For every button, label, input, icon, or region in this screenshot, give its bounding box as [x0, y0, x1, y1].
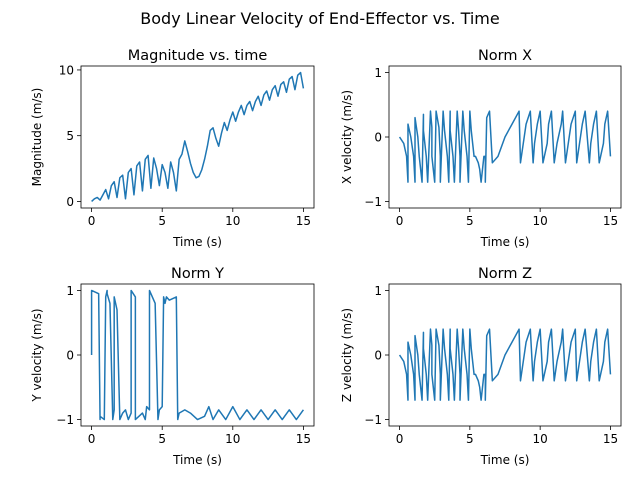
- y-axis-label: Z velocity (m/s): [340, 308, 354, 402]
- y-tick-label: 10: [59, 63, 74, 77]
- subplot-4: 0 5 10 15 −1 0 1 Norm Z Time (s) Z velocity (m/s): [340, 266, 622, 467]
- y-tick-label: 5: [66, 129, 74, 143]
- subplot-2: 0 5 10 15 −1 0 1 Norm X Time (s) X velocity (m/s): [340, 48, 622, 249]
- subplot-3: 0 5 10 15 −1 0 1 Norm Y Time (s) Y velocity (m/s): [30, 266, 315, 467]
- x-tick-label: 15: [603, 432, 618, 446]
- y-tick-label: 1: [374, 284, 382, 298]
- x-tick-label: 15: [296, 214, 311, 228]
- y-tick-label: −1: [364, 413, 382, 427]
- x-tick-label: 10: [225, 432, 240, 446]
- figure-title: Body Linear Velocity of End-Effector vs.…: [140, 9, 499, 28]
- subplot-title: Norm Y: [171, 266, 224, 282]
- x-tick-label: 5: [158, 432, 166, 446]
- x-tick-label: 0: [88, 214, 96, 228]
- series-line: [90, 289, 305, 421]
- x-tick-label: 10: [225, 214, 240, 228]
- y-tick-label: −1: [56, 413, 74, 427]
- axes-frame: [80, 65, 315, 209]
- y-axis-label: Y velocity (m/s): [30, 308, 44, 402]
- subplot-title: Norm Z: [478, 266, 532, 282]
- x-tick-label: 0: [396, 214, 404, 228]
- y-tick-label: 0: [374, 349, 382, 363]
- x-axis-label: Time (s): [480, 235, 530, 249]
- x-tick-label: 15: [296, 432, 311, 446]
- x-tick-label: 10: [533, 214, 548, 228]
- series-line: [91, 71, 305, 202]
- x-tick-label: 5: [466, 432, 474, 446]
- y-axis-label: Magnitude (m/s): [30, 88, 44, 187]
- y-tick-label: 1: [66, 284, 74, 298]
- x-tick-label: 10: [533, 432, 548, 446]
- y-axis-label: X velocity (m/s): [340, 90, 354, 184]
- y-tick-label: 0: [66, 195, 74, 209]
- x-axis-label: Time (s): [480, 453, 530, 467]
- x-tick-label: 5: [158, 214, 166, 228]
- y-tick-label: 0: [66, 349, 74, 363]
- subplot-title: Magnitude vs. time: [128, 48, 268, 64]
- x-tick-label: 0: [88, 432, 96, 446]
- series-line: [398, 328, 612, 401]
- x-axis-label: Time (s): [172, 235, 222, 249]
- y-tick-label: 1: [374, 66, 382, 80]
- x-axis-label: Time (s): [172, 453, 222, 467]
- subplot-1: 0 5 10 15 0 5 10 Magnitude vs. time Time (s) Magn…: [30, 48, 315, 249]
- x-tick-label: 0: [396, 432, 404, 446]
- y-tick-label: 0: [374, 131, 382, 145]
- y-tick-label: −1: [364, 195, 382, 209]
- x-tick-label: 15: [603, 214, 618, 228]
- x-tick-label: 5: [466, 214, 474, 228]
- subplot-title: Norm X: [478, 48, 532, 64]
- series-line: [398, 110, 612, 183]
